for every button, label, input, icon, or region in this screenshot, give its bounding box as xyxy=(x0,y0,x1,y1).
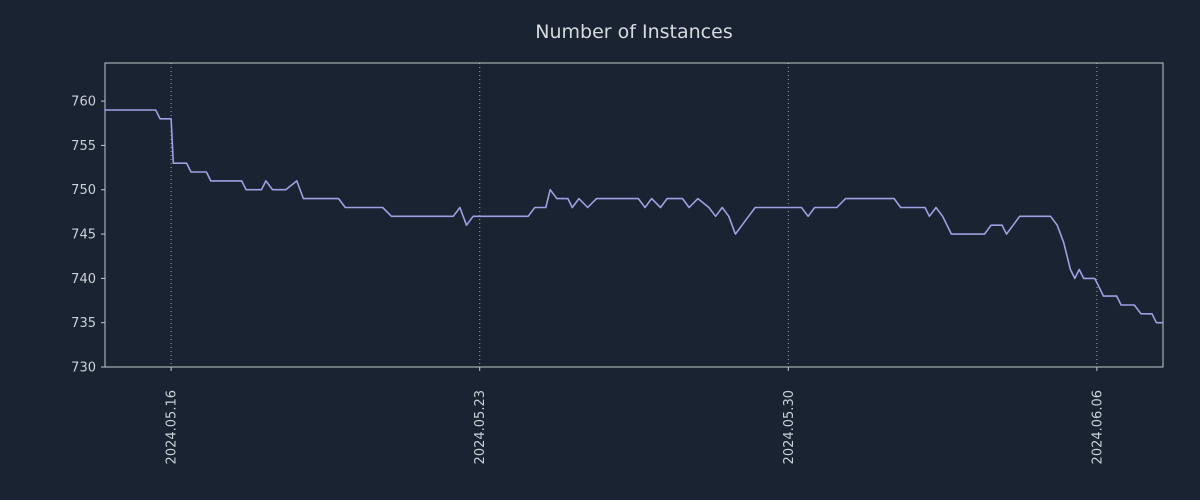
y-axis-tick-labels: 730 735 740 745 750 755 760 xyxy=(71,95,96,376)
y-tick-label: 730 xyxy=(71,361,96,376)
x-axis-tick-labels: 2024.05.16 2024.05.23 2024.05.30 2024.06.06 xyxy=(165,390,1106,464)
gridlines xyxy=(170,63,1098,367)
x-tick-label: 2024.05.16 xyxy=(165,390,180,464)
axis-tick-marks xyxy=(101,100,1098,371)
x-tick-label: 2024.05.23 xyxy=(473,390,488,464)
y-tick-label: 735 xyxy=(71,316,96,331)
chart-title: Number of Instances xyxy=(535,21,732,43)
y-tick-label: 760 xyxy=(71,95,96,110)
y-tick-label: 745 xyxy=(71,228,96,243)
plot-border xyxy=(104,62,1164,368)
y-tick-label: 750 xyxy=(71,183,96,198)
y-tick-label: 755 xyxy=(71,139,96,154)
x-tick-label: 2024.06.06 xyxy=(1090,390,1105,464)
y-tick-label: 740 xyxy=(71,272,96,287)
series-line-instances xyxy=(104,109,1164,324)
x-tick-label: 2024.05.30 xyxy=(782,390,797,464)
